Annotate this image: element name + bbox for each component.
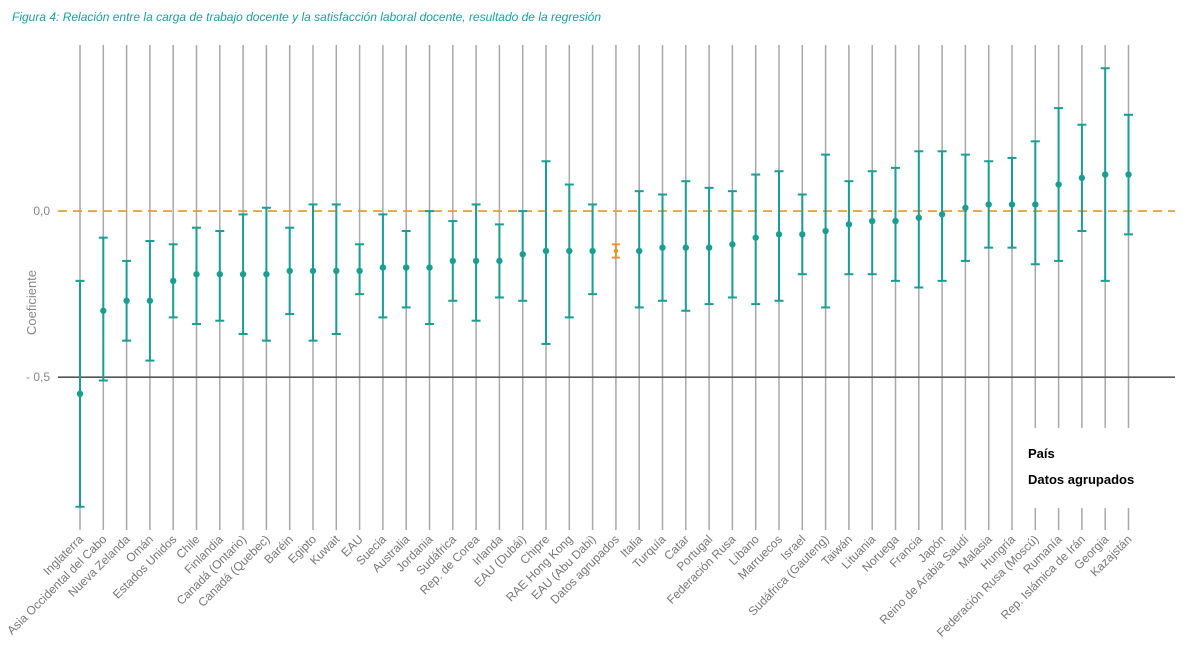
category-label: Asia Occidental del Cabo xyxy=(4,532,109,637)
estimate-point xyxy=(636,247,643,255)
estimate-point xyxy=(1008,201,1016,208)
estimate-point xyxy=(892,217,899,225)
estimate-point xyxy=(566,247,573,255)
estimate-point xyxy=(519,251,526,258)
chart-title: Figura 4: Relación entre la carga de tra… xyxy=(12,10,602,24)
estimate-point xyxy=(915,214,922,221)
estimate-point xyxy=(962,204,969,211)
estimate-point xyxy=(100,307,107,314)
estimate-point xyxy=(170,277,177,285)
estimate-point xyxy=(449,257,456,265)
estimate-point xyxy=(542,247,550,255)
estimate-point xyxy=(309,267,317,275)
estimate-point xyxy=(76,390,84,398)
estimate-point xyxy=(263,271,270,278)
legend-item-datos-agrupados: Datos agrupados xyxy=(1028,472,1135,487)
estimate-point xyxy=(472,257,480,265)
estimate-point xyxy=(1125,171,1132,178)
estimate-point xyxy=(775,231,783,238)
estimate-point xyxy=(496,257,503,265)
legend: País Datos agrupados xyxy=(1020,428,1170,508)
estimate-point xyxy=(799,231,806,238)
estimate-point xyxy=(705,244,713,251)
y-tick-label: 0,0 xyxy=(33,204,50,218)
estimate-point xyxy=(216,271,223,278)
estimate-point xyxy=(1078,174,1086,182)
estimate-point xyxy=(822,227,829,235)
estimate-point xyxy=(845,221,853,228)
y-axis-label: Coeficiente xyxy=(24,270,39,335)
estimate-point xyxy=(729,241,736,248)
estimate-point xyxy=(123,297,130,304)
estimate-point xyxy=(938,211,946,218)
estimate-point xyxy=(985,201,992,208)
estimate-point xyxy=(1032,201,1039,208)
estimate-point xyxy=(1102,171,1109,178)
estimate-point xyxy=(193,271,200,278)
estimate-point xyxy=(379,264,387,271)
y-tick-label: - 0,5 xyxy=(26,370,50,384)
estimate-point xyxy=(589,247,596,255)
estimate-point xyxy=(286,267,293,275)
estimate-point xyxy=(682,244,689,251)
estimate-point xyxy=(356,267,363,275)
estimate-point xyxy=(403,264,410,271)
estimate-point xyxy=(146,297,154,304)
estimate-point xyxy=(239,271,247,278)
legend-item-pais: País xyxy=(1028,446,1055,461)
estimate-point xyxy=(613,248,619,254)
estimate-point xyxy=(659,244,666,251)
estimate-point xyxy=(752,234,759,241)
estimate-point xyxy=(1055,181,1062,188)
estimate-point xyxy=(426,264,433,271)
estimate-point xyxy=(333,267,340,275)
estimate-point xyxy=(869,217,876,225)
